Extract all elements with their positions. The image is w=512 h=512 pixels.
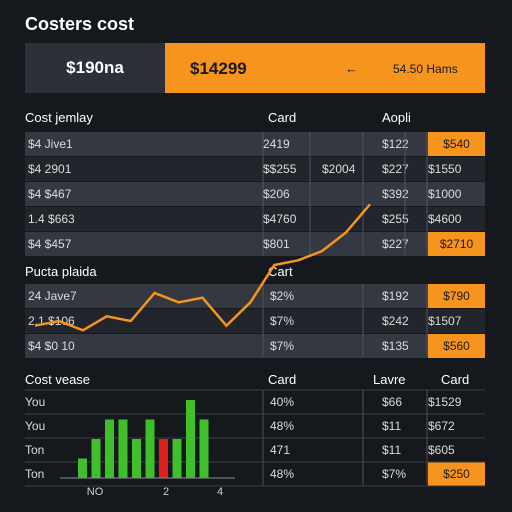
left-arrow-icon: ←	[345, 61, 358, 76]
section1-cell: $2004	[322, 162, 356, 176]
bar-tick-label: 2	[163, 486, 169, 498]
section2-cell: $790	[428, 284, 485, 308]
section2-cell: $2%	[270, 289, 295, 303]
section2-cell: $4 $0 10	[28, 339, 75, 353]
bar	[186, 400, 195, 478]
section1-cell: $4600	[428, 212, 462, 226]
section1-row[interactable]: $4 2901 $$255 $2004 $227 $1550	[25, 157, 485, 181]
section3-cell: Ton	[25, 443, 45, 457]
section1-cell: 1.4 $663	[28, 212, 75, 226]
section3-cell: You	[25, 419, 46, 433]
section3-row[interactable]: You 48% $11 $672	[25, 414, 485, 438]
section1-row[interactable]: $4 $467 $206 $392 $1000	[25, 182, 485, 206]
section1-cell: $4760	[263, 212, 297, 226]
section1-cell: $206	[263, 187, 290, 201]
bar	[118, 419, 128, 478]
section1-row[interactable]: 1.4 $663 $4760 $255 $4600	[25, 207, 485, 231]
section1-cell: $4 2901	[28, 162, 72, 176]
section3-cell: $7%	[382, 467, 407, 481]
section3-header-card: Card	[268, 372, 297, 387]
section2-cell: $560	[428, 334, 485, 358]
bar	[91, 439, 101, 478]
section2-cell: $192	[382, 289, 409, 303]
section1-cell: $4 $467	[28, 187, 72, 201]
section1-cell: $227	[382, 237, 409, 251]
section3-cell: $66	[382, 395, 403, 409]
bar	[145, 419, 155, 478]
section2-header-cart: Cart	[268, 264, 293, 279]
bar	[159, 439, 168, 478]
section2-cell: 24 Jave7	[28, 289, 77, 303]
section1-header-aopli: Aopli	[382, 110, 411, 125]
section1-cell: $4 Jive1	[28, 137, 73, 151]
section3-header-name: Cost vease	[25, 372, 91, 387]
summary-note: 54.50 Hams	[393, 62, 458, 76]
section1-header-name: Cost jemlay	[25, 110, 93, 125]
section3-header-lavre: Lavre	[373, 372, 406, 387]
section1-cell: $801	[263, 237, 290, 251]
section1-row[interactable]: $4 $457 $801 $227 $2710	[25, 232, 485, 256]
section3-cell: 40%	[270, 395, 295, 409]
bar-tick-label: 4	[217, 486, 223, 498]
summary-right-value: $14299	[190, 59, 247, 78]
section1-cell: $227	[382, 162, 409, 176]
section2-row[interactable]: 2.1 $106 $7% $242 $1507	[25, 309, 485, 333]
section1-cell: $1550	[428, 162, 462, 176]
section2-row[interactable]: 24 Jave7 $2% $192 $790	[25, 284, 485, 308]
bar	[172, 439, 182, 478]
section3-cell: $672	[428, 419, 455, 433]
section2-header-name: Pucta plaida	[25, 264, 97, 279]
summary-left-value: $190na	[25, 43, 165, 93]
section3-cell: $11	[382, 443, 402, 457]
section3-cell: Ton	[25, 467, 45, 481]
section3-row[interactable]: Ton 471 $11 $605	[25, 438, 485, 462]
section3-cell: 471	[270, 443, 291, 457]
section2-row[interactable]: $4 $0 10 $7% $135 $560	[25, 334, 485, 358]
section1-cell: $255	[382, 212, 409, 226]
page-title: Costers cost	[25, 14, 135, 34]
section3-header-card2: Card	[441, 372, 470, 387]
bar	[199, 419, 209, 478]
section1-cell: $122	[382, 137, 409, 151]
section3-cell: $1529	[428, 395, 462, 409]
section1-cell: $4 $457	[28, 237, 72, 251]
section2-cell: $135	[382, 339, 409, 353]
section3-cell: $11	[382, 419, 402, 433]
section3-cell: 48%	[270, 467, 295, 481]
section1-cell: $2710	[428, 232, 485, 256]
bar	[78, 458, 87, 478]
section3-cell: $605	[428, 443, 455, 457]
section3-cell: You	[25, 395, 46, 409]
section1-row[interactable]: $4 Jive1 2419 $122 $540	[25, 132, 485, 156]
section3-cell: 48%	[270, 419, 295, 433]
section3-row[interactable]: Ton 48% $7% $250	[25, 462, 485, 486]
section2-cell: $242	[382, 314, 409, 328]
section1-header-card: Card	[268, 110, 297, 125]
section2-cell: $1507	[428, 314, 462, 328]
section3-row[interactable]: You 40% $66 $1529	[25, 390, 485, 414]
bar-tick-label: NO	[87, 486, 104, 498]
section1-cell: 2419	[263, 137, 290, 151]
section1-cell: $$255	[263, 162, 297, 176]
bar	[132, 439, 141, 478]
summary-highlight: $14299 ← 54.50 Hams	[165, 43, 485, 93]
section2-cell: $7%	[270, 339, 295, 353]
bar	[105, 419, 114, 478]
section1-cell: $540	[428, 132, 485, 156]
section3-cell: $250	[428, 462, 485, 486]
section1-cell: $1000	[428, 187, 462, 201]
line-series	[34, 203, 371, 332]
section2-cell: $7%	[270, 314, 295, 328]
section1-cell: $392	[382, 187, 409, 201]
